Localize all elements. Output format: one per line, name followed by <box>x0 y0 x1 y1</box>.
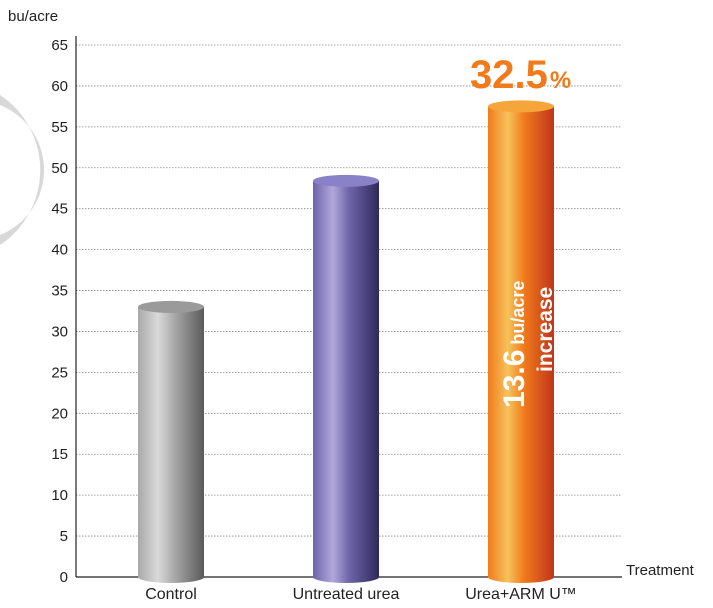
increase-line-1: 13.6 bu/acre <box>498 281 531 408</box>
y-tick-label: 50 <box>51 160 68 177</box>
increase-word: increase <box>534 287 557 372</box>
increase-annotation: 13.6 bu/acre increase <box>498 281 557 408</box>
percent-sign: % <box>550 67 571 94</box>
y-tick-label: 65 <box>51 37 68 54</box>
x-tick-label: Control <box>145 586 197 603</box>
x-axis-label: Treatment <box>626 562 695 579</box>
y-tick-label: 15 <box>51 446 68 463</box>
percent-annotation: 32.5% <box>470 53 571 97</box>
y-tick-label: 35 <box>51 283 68 300</box>
bar-control <box>138 306 204 583</box>
bar-top-cap <box>313 174 379 187</box>
y-tick-label: 55 <box>51 119 68 136</box>
y-axis-ticks: 0 5 10 15 20 25 30 35 40 45 50 55 60 65 <box>51 37 68 586</box>
y-tick-label: 10 <box>51 487 68 504</box>
y-tick-label: 45 <box>51 201 68 218</box>
y-tick-label: 60 <box>51 78 68 95</box>
increase-number: 13.6 <box>498 350 531 408</box>
y-tick-label: 0 <box>60 569 68 586</box>
bar-untreated-urea <box>313 180 379 583</box>
bar-top-cap <box>138 300 204 313</box>
y-tick-label: 20 <box>51 405 68 422</box>
y-tick-label: 25 <box>51 364 68 381</box>
x-tick-labels: Control Untreated urea Urea+ARM U™ <box>145 586 577 603</box>
y-tick-label: 5 <box>60 528 68 545</box>
decorative-arc <box>0 95 45 245</box>
bar-urea-arm-u <box>488 106 554 583</box>
y-axis-label: bu/acre <box>8 8 58 25</box>
x-tick-label: Untreated urea <box>293 586 400 603</box>
bars <box>138 100 554 583</box>
percent-value: 32.5 <box>470 53 548 97</box>
x-tick-label: Urea+ARM U™ <box>465 586 577 603</box>
bar-top-cap <box>488 100 554 113</box>
y-tick-label: 30 <box>51 323 68 340</box>
y-tick-label: 40 <box>51 242 68 259</box>
increase-unit: bu/acre <box>508 281 528 345</box>
